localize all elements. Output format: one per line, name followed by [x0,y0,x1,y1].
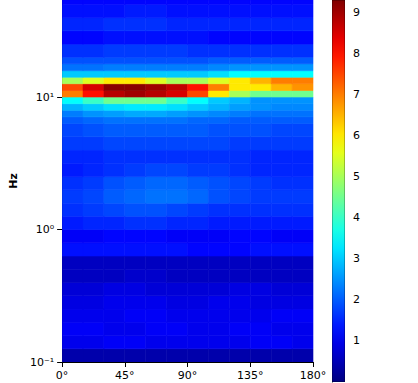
svg-text:0°: 0° [56,369,69,382]
svg-text:10¹: 10¹ [36,91,54,104]
svg-text:8: 8 [353,47,360,60]
svg-text:180°: 180° [300,369,327,382]
svg-text:6: 6 [353,129,360,142]
svg-text:1: 1 [353,334,360,347]
svg-text:5: 5 [353,170,360,183]
svg-text:10⁰: 10⁰ [36,223,55,236]
svg-text:Hz: Hz [7,173,20,189]
svg-text:3: 3 [353,252,360,265]
svg-text:45°: 45° [115,369,135,382]
svg-text:4: 4 [353,211,360,224]
svg-text:135°: 135° [237,369,264,382]
svg-text:2: 2 [353,293,360,306]
svg-text:7: 7 [353,88,360,101]
svg-text:90°: 90° [178,369,198,382]
svg-text:10⁻¹: 10⁻¹ [30,356,54,369]
svg-text:9: 9 [353,6,360,19]
